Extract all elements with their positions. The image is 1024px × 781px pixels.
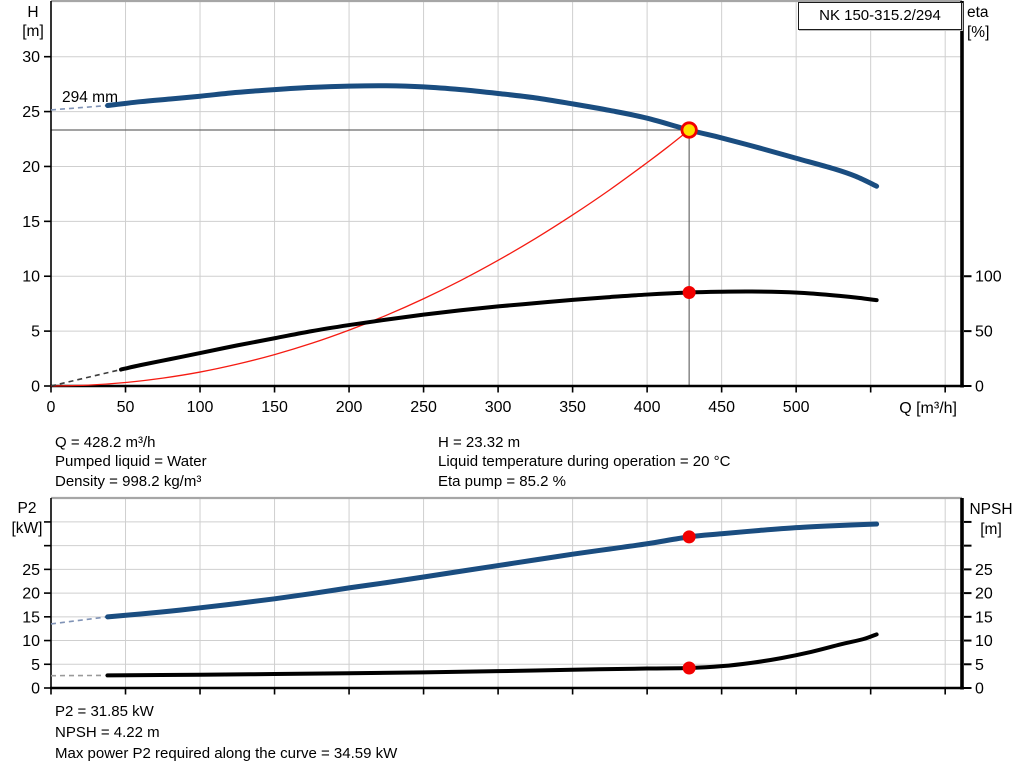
y-left-axis-label: P2 [18,500,37,517]
readouts-bottom: P2 = 31.85 kW NPSH = 4.22 m Max power P2… [55,702,397,764]
y-right-axis-label: NPSH [969,501,1012,518]
impeller-diameter-label: 294 mm [62,89,118,106]
y-right-tick-label: 10 [975,633,993,650]
readouts-top-left: Q = 428.2 m³/h Pumped liquid = Water Den… [55,433,207,491]
p2-curve [105,521,880,620]
readout-pumped-liquid: Pumped liquid = Water [55,453,207,471]
readout-p2: P2 = 31.85 kW [55,703,154,720]
y-left-tick-label: 15 [22,609,40,626]
y-left-tick-label: 10 [22,633,40,650]
efficiency-curve-lead-dashed [50,368,122,387]
readout-liquid-temperature: Liquid temperature during operation = 20… [438,453,731,471]
readout-head: H = 23.32 m [438,434,521,451]
y-right-axis-label: [m] [980,521,1002,538]
efficiency-duty-point [682,285,696,299]
x-tick-label: 50 [117,399,135,416]
y-right-tick-label: 25 [975,562,993,579]
y-left-tick-label: 0 [31,681,40,698]
y-left-tick-label: 0 [31,379,40,396]
y-right-tick-label: 20 [975,586,993,603]
x-tick-label: 500 [783,399,810,416]
y-right-tick-label: 0 [975,681,984,698]
readout-npsh: NPSH = 4.22 m [55,723,160,741]
y-right-tick-label: 0 [975,379,984,396]
x-tick-label: 100 [187,399,214,416]
x-tick-label: 250 [410,399,437,416]
y-right-tick-label: 100 [975,269,1002,286]
y-right-axis-label: [%] [967,24,989,41]
y-left-axis-label: H [27,4,38,21]
x-axis-label: Q [m³/h] [899,400,957,417]
efficiency-curve [119,289,879,372]
y-left-tick-label: 5 [31,657,40,674]
x-tick-label: 400 [634,399,661,416]
x-tick-label: 0 [47,399,56,416]
npsh-curve [105,632,879,678]
p2-curve-lead-dashed [50,616,108,625]
y-left-tick-label: 20 [22,586,40,603]
y-left-tick-label: 25 [22,562,40,579]
x-tick-label: 200 [336,399,363,416]
x-tick-label: 350 [559,399,586,416]
readout-density: Density = 998.2 kg/m³ [55,472,202,490]
npsh-duty-point [682,661,696,675]
x-tick-label: 150 [261,399,288,416]
y-left-tick-label: 5 [31,324,40,341]
y-right-tick-label: 15 [975,609,993,626]
y-right-tick-label: 50 [975,324,993,341]
y-left-tick-label: 30 [22,49,40,66]
y-right-axis-label: eta [967,4,989,21]
readout-flow: Q = 428.2 m³/h [55,434,156,451]
y-left-tick-label: 20 [22,159,40,176]
y-right-tick-label: 5 [975,657,984,674]
head-duty-point-marker [680,121,698,139]
y-left-tick-label: 10 [22,269,40,286]
readout-eta-pump: Eta pump = 85.2 % [438,472,566,490]
y-left-tick-label: 25 [22,104,40,121]
readout-max-power: Max power P2 required along the curve = … [55,744,398,762]
readouts-top-right: H = 23.32 m Liquid temperature during op… [438,433,730,491]
x-tick-label: 300 [485,399,512,416]
x-tick-label: 450 [708,399,735,416]
p2-duty-point [682,530,696,544]
head-curve-lead-dashed [50,104,108,111]
pump-model-title: NK 150-315.2/294 [798,2,962,30]
head-curve [105,83,880,189]
system-curve [50,129,690,387]
y-left-axis-label: [kW] [12,520,43,537]
y-left-tick-label: 15 [22,214,40,231]
y-left-axis-label: [m] [22,23,44,40]
